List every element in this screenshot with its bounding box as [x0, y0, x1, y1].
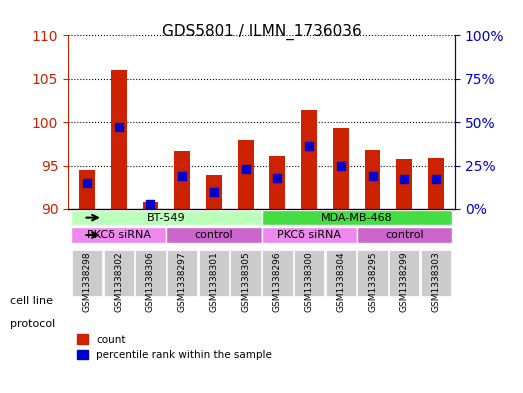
FancyBboxPatch shape	[71, 210, 262, 226]
Point	[242, 166, 250, 172]
Text: cell line: cell line	[10, 296, 53, 306]
Point	[210, 189, 218, 195]
Point	[83, 180, 91, 186]
Text: MDA-MB-468: MDA-MB-468	[321, 213, 393, 222]
Point	[337, 162, 345, 169]
FancyBboxPatch shape	[72, 250, 103, 296]
FancyBboxPatch shape	[262, 250, 292, 296]
Text: GSM1338305: GSM1338305	[241, 252, 250, 312]
Point	[273, 174, 281, 181]
Text: GDS5801 / ILMN_1736036: GDS5801 / ILMN_1736036	[162, 24, 361, 40]
Text: GSM1338299: GSM1338299	[400, 252, 409, 312]
FancyBboxPatch shape	[166, 227, 262, 243]
Text: GSM1338302: GSM1338302	[114, 252, 123, 312]
FancyBboxPatch shape	[389, 250, 419, 296]
Legend: count, percentile rank within the sample: count, percentile rank within the sample	[73, 330, 276, 364]
FancyBboxPatch shape	[357, 227, 452, 243]
Text: PKCδ siRNA: PKCδ siRNA	[277, 230, 341, 240]
Text: GSM1338300: GSM1338300	[304, 252, 314, 312]
Text: GSM1338301: GSM1338301	[209, 252, 219, 312]
Bar	[428, 158, 444, 209]
FancyBboxPatch shape	[420, 250, 451, 296]
Bar	[206, 175, 222, 209]
Bar	[238, 140, 254, 209]
Text: PKCδ siRNA: PKCδ siRNA	[87, 230, 151, 240]
Text: GSM1338304: GSM1338304	[336, 252, 345, 312]
FancyBboxPatch shape	[262, 227, 357, 243]
Point	[146, 200, 155, 207]
FancyBboxPatch shape	[199, 250, 229, 296]
Text: control: control	[195, 230, 233, 240]
Bar	[301, 110, 317, 209]
Bar	[111, 70, 127, 209]
FancyBboxPatch shape	[357, 250, 388, 296]
Bar	[143, 202, 158, 209]
FancyBboxPatch shape	[326, 250, 356, 296]
FancyBboxPatch shape	[104, 250, 134, 296]
Text: GSM1338303: GSM1338303	[431, 252, 440, 312]
Point	[115, 124, 123, 130]
FancyBboxPatch shape	[294, 250, 324, 296]
FancyBboxPatch shape	[71, 227, 166, 243]
Point	[178, 173, 186, 179]
Point	[368, 173, 377, 179]
Text: control: control	[385, 230, 424, 240]
Bar	[365, 150, 380, 209]
Point	[305, 143, 313, 150]
Text: BT-549: BT-549	[147, 213, 186, 222]
Point	[400, 176, 408, 183]
FancyBboxPatch shape	[231, 250, 261, 296]
FancyBboxPatch shape	[262, 210, 452, 226]
Bar	[79, 170, 95, 209]
Point	[432, 176, 440, 183]
Text: GSM1338298: GSM1338298	[83, 252, 92, 312]
Text: protocol: protocol	[10, 319, 56, 329]
Text: GSM1338295: GSM1338295	[368, 252, 377, 312]
Bar	[396, 159, 412, 209]
Text: GSM1338297: GSM1338297	[178, 252, 187, 312]
FancyBboxPatch shape	[167, 250, 197, 296]
Bar	[269, 156, 285, 209]
FancyBboxPatch shape	[135, 250, 166, 296]
Bar	[174, 151, 190, 209]
Text: GSM1338296: GSM1338296	[273, 252, 282, 312]
Bar	[333, 128, 349, 209]
Text: GSM1338306: GSM1338306	[146, 252, 155, 312]
